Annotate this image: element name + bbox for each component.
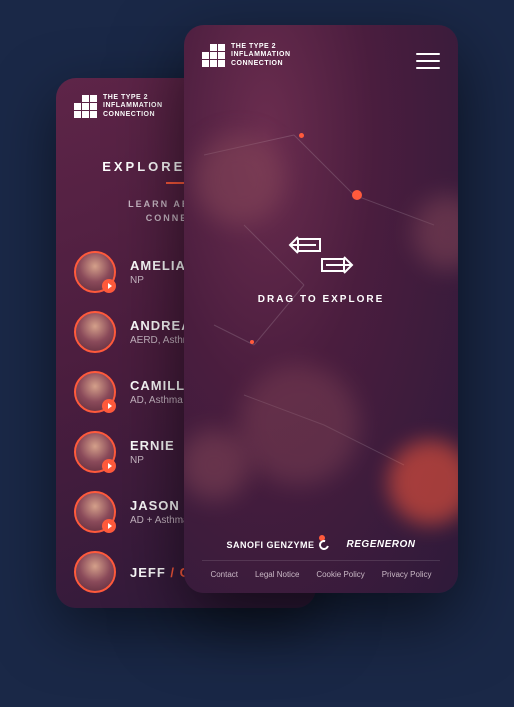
drag-label: DRAG TO EXPLORE	[184, 294, 458, 305]
avatar	[74, 371, 116, 413]
footer-link-privacy[interactable]: Privacy Policy	[382, 570, 432, 579]
sponsor-row: SANOFI GENZYME REGENERON	[202, 539, 440, 550]
drag-instruction: DRAG TO EXPLORE	[184, 235, 458, 305]
genzyme-swirl-icon	[317, 538, 331, 552]
avatar	[74, 491, 116, 533]
footer: SANOFI GENZYME REGENERON Contact Legal N…	[184, 527, 458, 593]
brand-text: THE TYPE 2 INFLAMMATION CONNECTION	[231, 43, 291, 68]
avatar	[74, 251, 116, 293]
phone-front-screen: DRAG TO EXPLORE THE TYPE 2 INFLAMMATION …	[184, 25, 458, 593]
person-desc: NP	[130, 455, 175, 466]
person-info: JASON AD + Asthma	[130, 498, 189, 526]
drag-arrows-icon	[286, 235, 356, 277]
footer-link-contact[interactable]: Contact	[210, 570, 238, 579]
blur-portrait	[239, 365, 359, 485]
person-info: ERNIE NP	[130, 438, 175, 466]
play-icon[interactable]	[102, 279, 116, 293]
play-icon[interactable]	[102, 399, 116, 413]
footer-link-cookie[interactable]: Cookie Policy	[316, 570, 364, 579]
sponsor-sanofi: SANOFI GENZYME	[227, 540, 329, 550]
avatar	[74, 431, 116, 473]
avatar	[74, 551, 116, 593]
person-desc: AD + Asthma	[130, 515, 189, 526]
logo-mark-icon	[74, 95, 97, 118]
logo-mark-icon	[202, 44, 225, 67]
blur-portrait	[194, 135, 284, 225]
front-header: THE TYPE 2 INFLAMMATION CONNECTION	[202, 43, 440, 68]
person-info: AMELIA NP	[130, 258, 186, 286]
footer-links: Contact Legal Notice Cookie Policy Priva…	[202, 560, 440, 579]
avatar	[74, 311, 116, 353]
explore-canvas[interactable]: DRAG TO EXPLORE	[184, 25, 458, 593]
person-desc: NP	[130, 275, 186, 286]
node-dot	[299, 133, 304, 138]
person-name: JASON	[130, 498, 189, 513]
play-icon[interactable]	[102, 459, 116, 473]
sponsor-regeneron: REGENERON	[347, 539, 416, 550]
footer-link-legal[interactable]: Legal Notice	[255, 570, 299, 579]
person-name: ERNIE	[130, 438, 175, 453]
play-icon[interactable]	[102, 519, 116, 533]
person-name: AMELIA	[130, 258, 186, 273]
node-dot	[352, 190, 362, 200]
node-dot	[250, 340, 254, 344]
brand-text: THE TYPE 2 INFLAMMATION CONNECTION	[103, 94, 163, 119]
brand-logo: THE TYPE 2 INFLAMMATION CONNECTION	[202, 43, 291, 68]
